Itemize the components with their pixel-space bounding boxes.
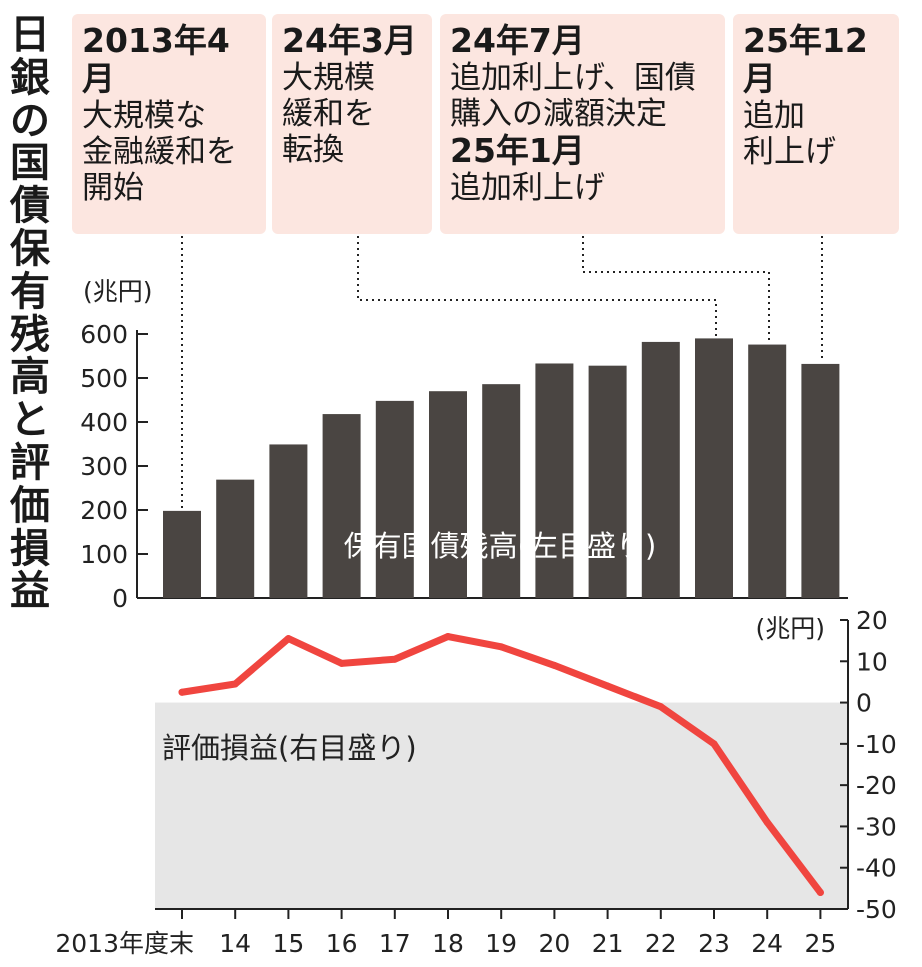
line-series-label: 評価損益(右目盛り) xyxy=(162,731,417,765)
annotation-date: 24年7月 xyxy=(450,21,585,60)
x-tick-label: 18 xyxy=(432,929,464,958)
annotation-2013-04: 2013年4月 大規模な 金融緩和を 開始 xyxy=(72,14,266,234)
bar-y-tick-label: 300 xyxy=(80,452,128,481)
annotation-leader-line xyxy=(582,236,770,342)
bar xyxy=(375,400,414,598)
line-point xyxy=(284,635,292,643)
x-tick-label: 2013年度末 xyxy=(55,929,194,958)
line-point xyxy=(657,703,665,711)
title-char: 銀 xyxy=(10,54,50,101)
title-char: 高 xyxy=(10,354,50,401)
annotation-25-12: 25年12月 追加 利上げ xyxy=(733,14,899,234)
x-tick-label: 22 xyxy=(645,929,677,958)
title-char: 日 xyxy=(10,12,50,58)
bar xyxy=(322,414,361,598)
x-tick-label: 19 xyxy=(485,929,517,958)
annotation-date: 24年3月 xyxy=(282,21,417,60)
annotation-text: 追加 利上げ xyxy=(743,98,836,170)
bar-y-tick-label: 0 xyxy=(112,584,128,613)
annotation-date-2: 25年1月 xyxy=(450,131,585,170)
bar xyxy=(269,444,308,598)
line-y-tick-label: -30 xyxy=(856,812,897,841)
line-point xyxy=(763,818,771,826)
title-char: 益 xyxy=(10,568,50,615)
bar-series-label: 保有国債残高(左目盛り) xyxy=(344,529,657,563)
bar-y-tick-label: 100 xyxy=(80,540,128,569)
annotation-date: 25年12月 xyxy=(743,21,868,98)
title-char: 損 xyxy=(10,525,50,572)
annotation-text: 大規模 緩和を 転換 xyxy=(282,60,375,168)
bar xyxy=(163,510,201,598)
title-char: 国 xyxy=(10,140,50,187)
annotation-date: 2013年4月 xyxy=(82,21,230,98)
negative-background xyxy=(155,702,848,909)
line-unit-label: (兆円) xyxy=(755,614,825,643)
annotation-text: 大規模な 金融緩和を 開始 xyxy=(82,98,237,206)
bar xyxy=(641,341,680,598)
bar xyxy=(695,338,733,598)
bar xyxy=(588,365,627,598)
annotation-text: 追加利上げ、国債 購入の減額決定 xyxy=(450,60,696,132)
line-y-tick-label: -40 xyxy=(856,854,897,883)
line-point xyxy=(604,682,612,690)
x-tick-label: 21 xyxy=(592,929,624,958)
x-tick-label: 17 xyxy=(379,929,411,958)
bar-y-tick-label: 200 xyxy=(80,496,128,525)
annotation-24-07: 24年7月 追加利上げ、国債 購入の減額決定 25年1月 追加利上げ xyxy=(440,14,725,234)
line-point xyxy=(391,655,399,663)
bar-y-tick-label: 400 xyxy=(80,408,128,437)
x-tick-label: 14 xyxy=(219,929,251,958)
x-tick-label: 23 xyxy=(698,929,730,958)
x-tick-label: 15 xyxy=(272,929,304,958)
line-point xyxy=(497,643,505,651)
title-char: 評 xyxy=(10,439,50,486)
line-point xyxy=(550,661,558,669)
x-tick-label: 25 xyxy=(804,929,836,958)
chart-title: 日銀の国債保有残高と評価損益 xyxy=(8,14,52,613)
line-y-tick-label: 0 xyxy=(856,689,872,718)
bar-unit-label: (兆円) xyxy=(83,277,153,306)
bar xyxy=(216,479,255,598)
line-y-tick-label: -20 xyxy=(856,771,897,800)
bar-y-tick-label: 500 xyxy=(80,364,128,393)
bar xyxy=(801,363,840,598)
bar-y-tick-label: 600 xyxy=(80,320,128,349)
title-char: 保 xyxy=(10,225,50,272)
line-y-tick-label: 10 xyxy=(856,647,888,676)
title-char: 価 xyxy=(10,482,50,529)
line-point xyxy=(178,688,186,696)
bar xyxy=(535,363,574,598)
bar xyxy=(748,344,787,598)
annotation-text-2: 追加利上げ xyxy=(450,170,605,206)
x-tick-label: 16 xyxy=(326,929,358,958)
annotation-24-03: 24年3月 大規模 緩和を 転換 xyxy=(272,14,432,234)
bar xyxy=(429,391,467,598)
line-y-tick-label: 20 xyxy=(856,606,888,635)
x-tick-label: 24 xyxy=(751,929,783,958)
line-y-tick-label: -10 xyxy=(856,730,897,759)
title-char: 残 xyxy=(10,311,50,358)
line-point xyxy=(710,740,718,748)
x-tick-label: 20 xyxy=(538,929,570,958)
line-point xyxy=(231,680,239,688)
line-point xyxy=(816,888,824,896)
title-char: の xyxy=(10,97,50,144)
title-char: 債 xyxy=(10,183,50,230)
line-point xyxy=(338,659,346,667)
title-char: と xyxy=(10,397,50,444)
title-char: 有 xyxy=(10,268,50,315)
line-point xyxy=(444,633,452,641)
annotation-leader-line xyxy=(357,236,717,336)
bar xyxy=(482,384,521,598)
line-y-tick-label: -50 xyxy=(856,895,897,924)
